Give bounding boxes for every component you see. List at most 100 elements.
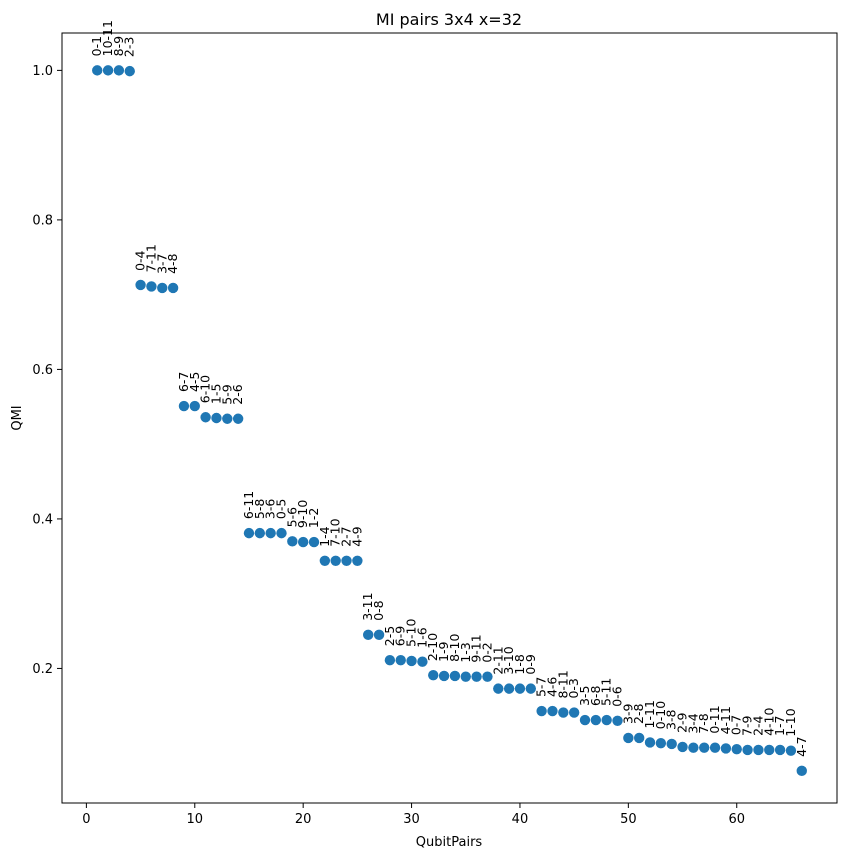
point-label: 2-5 — [382, 626, 397, 646]
data-point — [612, 715, 623, 726]
point-label: 7-8 — [696, 713, 711, 733]
x-tick-label: 50 — [620, 812, 637, 827]
point-label: 6-7 — [176, 372, 191, 392]
y-axis-title: QMI — [10, 405, 25, 430]
data-point — [102, 65, 114, 76]
point-label: 5-7 — [534, 677, 549, 697]
data-point — [601, 714, 612, 726]
points-layer — [92, 65, 807, 777]
point-label: 1-9 — [436, 641, 451, 661]
point-label: 0-2 — [479, 642, 494, 662]
data-point — [232, 413, 244, 424]
y-tick-label: 0.4 — [32, 512, 53, 527]
point-label: 2-11 — [490, 646, 505, 674]
point-label: 3-8 — [664, 709, 679, 729]
data-point — [319, 555, 331, 566]
data-point — [482, 671, 493, 682]
data-point — [471, 671, 482, 682]
point-label: 0-5 — [273, 499, 288, 519]
data-point — [167, 282, 179, 294]
point-label: 4-11 — [718, 706, 733, 734]
data-point — [493, 683, 504, 694]
data-point — [113, 65, 125, 76]
point-label: 5-6 — [284, 507, 299, 527]
point-label: 1-8 — [512, 654, 527, 674]
point-label: 8-10 — [447, 633, 462, 661]
point-label: 3-4 — [685, 713, 700, 733]
data-point — [525, 683, 536, 694]
point-label: 2-6 — [230, 384, 245, 404]
point-label: 10-11 — [100, 20, 115, 56]
data-point — [211, 412, 222, 424]
point-label: 1-10 — [783, 708, 798, 736]
data-point — [135, 279, 146, 291]
point-label: 1-5 — [208, 384, 223, 404]
point-label: 5-11 — [599, 678, 614, 706]
point-label: 6-11 — [241, 491, 256, 519]
data-point — [547, 705, 558, 717]
point-label: 3-5 — [577, 686, 592, 706]
data-point — [699, 742, 710, 753]
data-point — [157, 282, 168, 294]
data-point — [417, 656, 428, 667]
data-point — [341, 555, 352, 566]
point-label: 9-10 — [295, 500, 310, 528]
data-point — [677, 741, 688, 753]
point-label: 1-4 — [317, 526, 332, 546]
x-tick-label: 30 — [403, 812, 420, 827]
data-point — [590, 714, 602, 726]
data-point — [558, 707, 569, 718]
point-labels-layer: 0-110-118-92-3 0-47-113-74-8 6-74-56-101-5… — [89, 20, 809, 757]
data-point — [731, 743, 742, 755]
point-label: 5-9 — [219, 384, 234, 404]
data-point — [720, 743, 732, 754]
ticks-layer: 0 10 20 30 40 50 60 0.2 0.4 0.6 0.8 1.0 — [32, 64, 745, 827]
data-point — [287, 536, 298, 547]
point-label: 7-11 — [143, 244, 158, 272]
point-label: 7-9 — [740, 715, 755, 735]
data-point — [438, 670, 450, 682]
data-point — [363, 629, 374, 640]
point-label: 1-2 — [306, 508, 321, 528]
point-label: 0-7 — [729, 715, 744, 735]
data-point — [709, 742, 721, 753]
data-point — [276, 527, 287, 539]
point-label: 2-4 — [750, 715, 765, 735]
point-label: 2-7 — [339, 526, 354, 546]
point-label: 3-9 — [620, 703, 635, 723]
point-label: 0-8 — [371, 600, 386, 620]
point-label: 2-3 — [122, 37, 137, 57]
data-point — [785, 745, 797, 756]
x-tick-label: 40 — [512, 812, 529, 827]
data-point — [503, 683, 515, 694]
data-point — [753, 744, 764, 756]
data-point — [297, 536, 309, 548]
data-point — [764, 744, 775, 756]
point-label: 1-3 — [458, 642, 473, 662]
point-label: 3-7 — [154, 254, 169, 274]
point-label: 7-10 — [328, 518, 343, 546]
point-label: 8-11 — [555, 670, 570, 698]
point-label: 0-4 — [133, 250, 148, 270]
data-point — [579, 714, 591, 726]
point-label: 9-11 — [469, 634, 484, 662]
data-point — [200, 412, 211, 423]
y-tick-label: 0.2 — [32, 662, 53, 677]
point-label: 3-6 — [263, 499, 278, 519]
data-point — [406, 655, 417, 667]
point-label: 6-8 — [588, 686, 603, 706]
data-point — [633, 732, 645, 744]
data-point — [460, 671, 471, 682]
data-point — [688, 742, 699, 753]
data-point — [178, 400, 190, 412]
data-point — [395, 655, 406, 666]
data-point — [330, 555, 341, 566]
data-point — [189, 400, 200, 412]
data-point — [742, 744, 753, 756]
point-label: 0-3 — [566, 678, 581, 698]
point-label: 4-8 — [165, 253, 180, 273]
point-label: 5-8 — [252, 499, 267, 519]
data-point — [655, 737, 667, 749]
point-label: 0-10 — [653, 701, 668, 729]
